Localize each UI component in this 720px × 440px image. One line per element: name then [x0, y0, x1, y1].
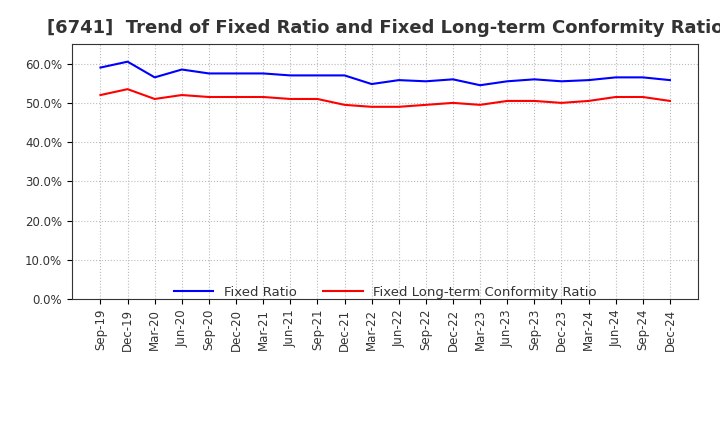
Fixed Ratio	[286, 73, 294, 78]
Fixed Long-term Conformity Ratio	[123, 87, 132, 92]
Fixed Long-term Conformity Ratio	[204, 94, 213, 99]
Fixed Ratio	[639, 75, 647, 80]
Fixed Ratio	[341, 73, 349, 78]
Fixed Long-term Conformity Ratio	[665, 98, 674, 103]
Fixed Long-term Conformity Ratio	[178, 92, 186, 98]
Fixed Long-term Conformity Ratio	[557, 100, 566, 106]
Fixed Long-term Conformity Ratio	[150, 96, 159, 102]
Fixed Ratio	[584, 77, 593, 83]
Line: Fixed Ratio: Fixed Ratio	[101, 62, 670, 85]
Fixed Long-term Conformity Ratio	[259, 94, 268, 99]
Line: Fixed Long-term Conformity Ratio: Fixed Long-term Conformity Ratio	[101, 89, 670, 107]
Fixed Long-term Conformity Ratio	[96, 92, 105, 98]
Title: [6741]  Trend of Fixed Ratio and Fixed Long-term Conformity Ratio: [6741] Trend of Fixed Ratio and Fixed Lo…	[47, 19, 720, 37]
Fixed Long-term Conformity Ratio	[313, 96, 322, 102]
Fixed Ratio	[150, 75, 159, 80]
Fixed Ratio	[611, 75, 620, 80]
Fixed Ratio	[421, 79, 430, 84]
Fixed Ratio	[557, 79, 566, 84]
Fixed Long-term Conformity Ratio	[421, 102, 430, 107]
Fixed Ratio	[232, 71, 240, 76]
Fixed Ratio	[96, 65, 105, 70]
Fixed Ratio	[259, 71, 268, 76]
Fixed Long-term Conformity Ratio	[232, 94, 240, 99]
Fixed Long-term Conformity Ratio	[395, 104, 403, 110]
Fixed Ratio	[395, 77, 403, 83]
Fixed Ratio	[503, 79, 511, 84]
Fixed Long-term Conformity Ratio	[476, 102, 485, 107]
Fixed Ratio	[476, 83, 485, 88]
Fixed Ratio	[367, 81, 376, 87]
Fixed Long-term Conformity Ratio	[367, 104, 376, 110]
Fixed Ratio	[313, 73, 322, 78]
Fixed Long-term Conformity Ratio	[611, 94, 620, 99]
Fixed Long-term Conformity Ratio	[530, 98, 539, 103]
Fixed Ratio	[204, 71, 213, 76]
Fixed Ratio	[530, 77, 539, 82]
Fixed Long-term Conformity Ratio	[286, 96, 294, 102]
Fixed Ratio	[178, 67, 186, 72]
Fixed Long-term Conformity Ratio	[341, 102, 349, 107]
Legend: Fixed Ratio, Fixed Long-term Conformity Ratio: Fixed Ratio, Fixed Long-term Conformity …	[168, 281, 602, 304]
Fixed Ratio	[123, 59, 132, 64]
Fixed Long-term Conformity Ratio	[503, 98, 511, 103]
Fixed Ratio	[665, 77, 674, 83]
Fixed Ratio	[449, 77, 457, 82]
Fixed Long-term Conformity Ratio	[639, 94, 647, 99]
Fixed Long-term Conformity Ratio	[584, 98, 593, 103]
Fixed Long-term Conformity Ratio	[449, 100, 457, 106]
